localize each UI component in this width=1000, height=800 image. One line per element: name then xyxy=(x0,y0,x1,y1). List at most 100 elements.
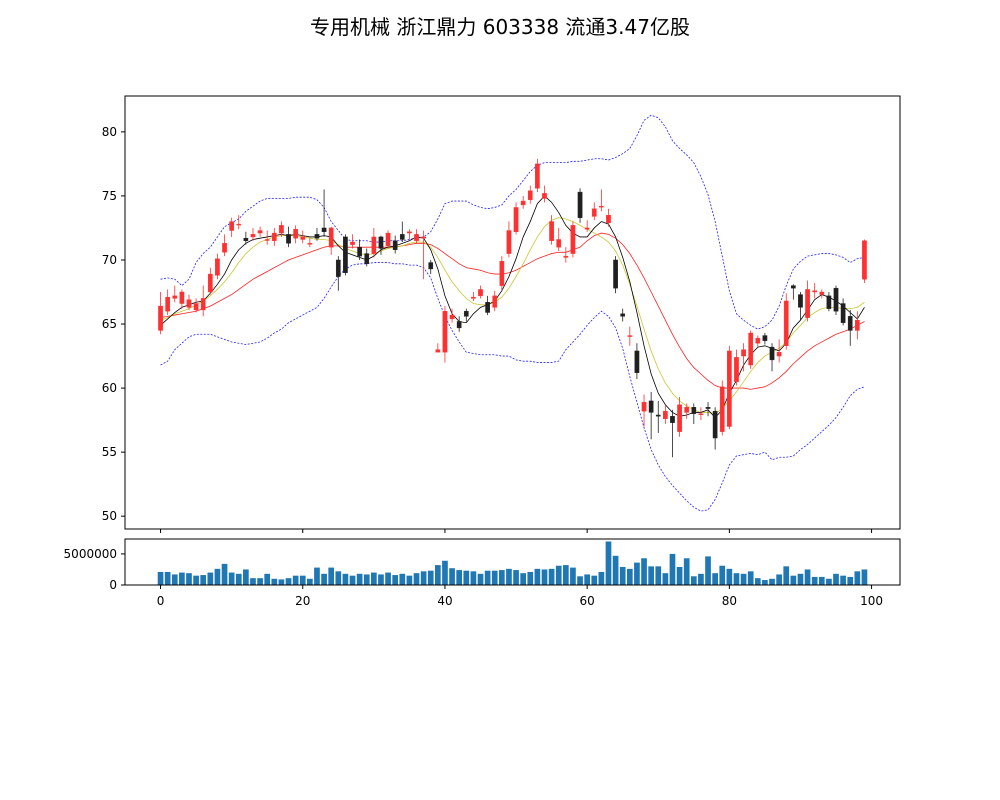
candle xyxy=(613,256,618,294)
volume-bar xyxy=(484,570,491,585)
candle-body xyxy=(421,236,426,239)
candle-body xyxy=(215,258,220,276)
candle-body xyxy=(236,223,242,226)
candle xyxy=(499,256,505,291)
candle-body xyxy=(798,294,803,308)
candle xyxy=(826,292,832,312)
candle-body xyxy=(449,314,455,320)
volume-bar xyxy=(420,571,427,585)
candle xyxy=(343,234,348,276)
volume-bar xyxy=(804,569,811,585)
candle-body xyxy=(705,407,711,409)
price-ytick-label: 75 xyxy=(102,189,117,203)
candle xyxy=(655,400,661,433)
volume-bar xyxy=(762,580,768,585)
volume-bar xyxy=(179,572,185,585)
candle xyxy=(492,290,498,312)
candle xyxy=(677,397,682,437)
volume-bar xyxy=(747,571,754,585)
volume-bar xyxy=(250,578,256,585)
volume-bar xyxy=(641,558,647,585)
candle xyxy=(591,202,597,221)
candle xyxy=(165,289,170,316)
candle xyxy=(286,226,291,248)
candle-body xyxy=(833,287,839,312)
candle xyxy=(748,330,754,369)
candle-body xyxy=(549,221,554,241)
candle xyxy=(691,403,697,424)
volume-bar xyxy=(527,571,534,585)
candle xyxy=(776,339,782,363)
candle xyxy=(243,231,249,245)
volume-bar xyxy=(698,573,704,585)
candle xyxy=(762,332,768,345)
candle-body xyxy=(613,259,618,289)
volume-bar xyxy=(612,555,619,585)
candle-body xyxy=(648,400,654,413)
volume-ytick-label: 5000000 xyxy=(64,547,117,561)
candle-body xyxy=(570,225,576,254)
volume-bar xyxy=(463,570,470,585)
candle-body xyxy=(350,241,355,245)
price-panel: 50 55 60 65 70 75 80 xyxy=(102,95,901,533)
volume-bar xyxy=(605,541,612,585)
price-series-group xyxy=(158,114,867,512)
volume-bar xyxy=(818,576,825,585)
candle-body xyxy=(634,350,640,373)
candle-body xyxy=(378,236,384,249)
candle-body xyxy=(399,234,405,240)
candle-body xyxy=(314,234,320,239)
volume-bar xyxy=(385,572,391,585)
volume-bar xyxy=(705,556,711,585)
price-ytick-label: 50 xyxy=(102,509,117,523)
volume-bar xyxy=(648,566,654,585)
volume-bar xyxy=(363,574,370,585)
candle-body xyxy=(847,316,853,331)
candle xyxy=(556,227,562,252)
candle-body xyxy=(357,246,362,257)
candle-body xyxy=(435,349,441,353)
candle-body xyxy=(819,291,825,295)
candle xyxy=(606,208,611,227)
price-ytick-label: 70 xyxy=(102,253,117,267)
volume-bar xyxy=(314,567,320,585)
volume-xtick-label: 100 xyxy=(860,594,883,608)
candle-body xyxy=(591,208,597,217)
candle xyxy=(542,185,547,203)
candle-body xyxy=(584,227,590,230)
candle xyxy=(371,227,377,258)
volume-bar xyxy=(477,573,484,585)
candle xyxy=(570,221,576,258)
volume-bar xyxy=(257,578,263,585)
candle-body xyxy=(442,311,448,353)
candle xyxy=(428,259,434,275)
volume-bar xyxy=(598,571,605,585)
volume-bar xyxy=(157,571,164,585)
candle xyxy=(229,217,234,237)
price-plot-area xyxy=(125,96,900,529)
candle xyxy=(670,409,675,458)
candle-body xyxy=(271,232,277,241)
volume-bar xyxy=(662,573,669,585)
candle xyxy=(215,253,220,280)
volume-bar xyxy=(349,575,356,585)
volume-bar xyxy=(584,574,590,585)
candle xyxy=(279,221,284,237)
candle-body xyxy=(755,337,761,344)
volume-bar xyxy=(797,573,804,585)
candle-body xyxy=(627,335,633,337)
candle-body xyxy=(229,221,234,231)
candle xyxy=(378,235,384,255)
volume-bar xyxy=(278,579,285,585)
volume-bar xyxy=(399,573,406,585)
candle-body xyxy=(428,262,434,270)
volume-bar xyxy=(164,571,171,585)
price-ytick-label: 80 xyxy=(102,125,117,139)
candle xyxy=(364,248,370,267)
volume-bar xyxy=(783,566,790,585)
candle-body xyxy=(193,303,199,311)
candle xyxy=(307,238,313,248)
candle xyxy=(442,306,448,363)
candle xyxy=(663,404,668,424)
candle-body xyxy=(456,321,462,329)
